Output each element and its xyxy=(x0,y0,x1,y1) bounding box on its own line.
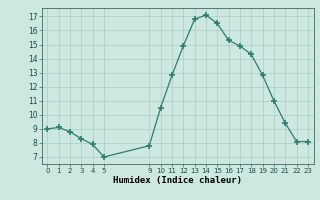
X-axis label: Humidex (Indice chaleur): Humidex (Indice chaleur) xyxy=(113,176,242,185)
